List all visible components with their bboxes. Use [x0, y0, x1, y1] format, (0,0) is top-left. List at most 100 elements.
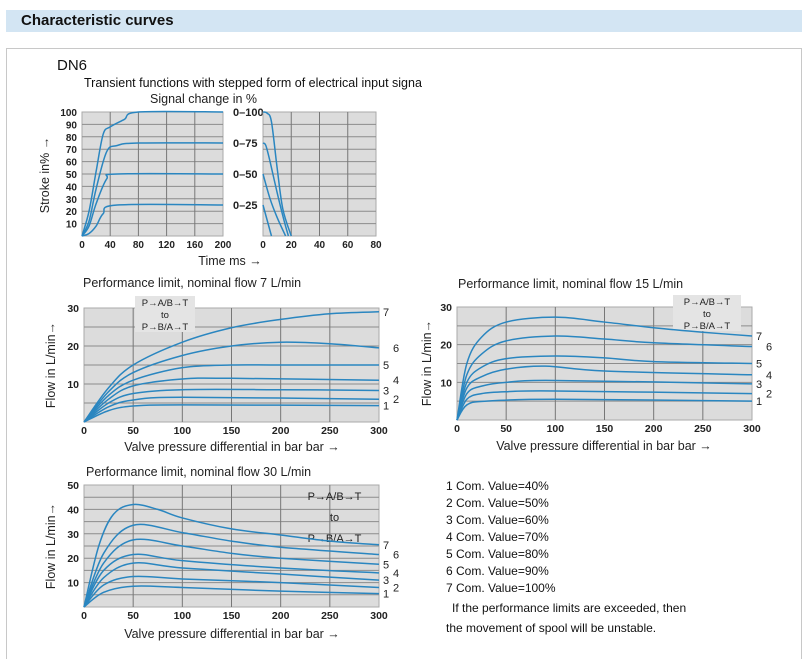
x-tick-label: 200 [215, 240, 232, 251]
series-label: 3 [756, 379, 762, 391]
series-line-1 [83, 404, 380, 423]
x-tick-label: 50 [127, 425, 139, 437]
x-tick-label: 100 [174, 425, 192, 437]
series-label: 2 [393, 394, 399, 406]
transient-subtitle: Transient functions with stepped form of… [84, 76, 422, 90]
legend-item: 4 Com. Value=70% [446, 530, 549, 544]
y-tick-label: 10 [440, 377, 452, 389]
x-tick-label: 0 [260, 240, 266, 251]
y-axis-label: Flow in L/min→ [420, 320, 434, 406]
series-label: 6 [393, 343, 399, 355]
section-header: Characteristic curves [6, 10, 802, 32]
series-line-6 [83, 341, 380, 423]
y-tick-label: 30 [440, 302, 452, 314]
legend-item: 2 Com. Value=50% [446, 496, 549, 510]
y-tick-label: 30 [66, 195, 78, 206]
series-label: 5 [383, 360, 389, 372]
series-label: 3 [383, 385, 389, 397]
x-tick-label: 150 [596, 423, 614, 435]
series-label: 2 [393, 582, 399, 594]
y-tick-label: 100 [60, 108, 77, 119]
x-tick-label: 0 [81, 610, 87, 622]
annotation-text: P→A/B→T [308, 491, 362, 503]
series-line-1 [456, 398, 753, 421]
y-axis-label: Flow in L/min→ [44, 322, 58, 408]
series-line-3 [456, 379, 753, 421]
y-tick-label: 20 [67, 341, 79, 353]
series-label: 4 [766, 370, 772, 382]
series-line-3 [83, 388, 380, 423]
legend: 1 Com. Value=40% 2 Com. Value=50% 3 Com.… [446, 478, 556, 597]
note: If the performance limits are exceeded, … [446, 598, 686, 638]
x-tick-label: 50 [127, 610, 139, 622]
y-tick-label: 40 [67, 504, 79, 516]
y-tick-label: 20 [440, 340, 452, 352]
y-tick-label: 20 [66, 207, 78, 218]
series-label: 7 [383, 307, 389, 319]
x-tick-label: 300 [370, 610, 388, 622]
x-axis-label: Time ms → [198, 254, 261, 268]
x-tick-label: 200 [272, 425, 290, 437]
x-axis-label: Valve pressure differential in bar bar → [124, 627, 340, 641]
x-tick-label: 200 [272, 610, 290, 622]
legend-item: 7 Com. Value=100% [446, 581, 556, 595]
annotation-text: to [330, 512, 339, 524]
y-tick-label: 60 [66, 158, 78, 169]
series-line-2 [83, 396, 380, 423]
series-line-6 [456, 335, 753, 421]
annotation-text: P→B/A→T [142, 322, 189, 333]
legend-item: 3 Com. Value=60% [446, 513, 549, 527]
y-tick-label: 70 [66, 145, 78, 156]
series-line-0–100 [81, 110, 224, 237]
x-tick-label: 200 [645, 423, 663, 435]
annotation-text: P→A/B→T [684, 297, 731, 308]
x-tick-label: 250 [321, 425, 339, 437]
y-tick-label: 10 [67, 578, 79, 590]
x-tick-label: 100 [547, 423, 565, 435]
model-label: DN6 [57, 57, 88, 74]
note-line: the movement of spool will be unstable. [446, 621, 657, 635]
series-line-3 [262, 204, 273, 237]
y-tick-label: 30 [67, 303, 79, 315]
x-tick-label: 250 [321, 610, 339, 622]
series-label: 1 [383, 401, 389, 413]
section-title: Characteristic curves [21, 12, 174, 29]
x-tick-label: 60 [342, 240, 354, 251]
x-axis-label: Valve pressure differential in bar bar → [124, 440, 340, 454]
series-line-2 [456, 390, 753, 421]
series-line-2 [83, 575, 380, 608]
series-label: 3 [383, 575, 389, 587]
series-label: 1 [756, 396, 762, 408]
series-line-2 [262, 173, 287, 237]
chart-title: Performance limit, nominal flow 15 L/min [458, 277, 683, 291]
x-tick-label: 0 [454, 423, 460, 435]
series-label: 5 [756, 359, 762, 371]
annotation-text: P→A/B→T [142, 298, 189, 309]
x-tick-label: 300 [370, 425, 388, 437]
x-tick-label: 150 [223, 425, 241, 437]
x-tick-label: 40 [105, 240, 117, 251]
series-line-7 [83, 503, 380, 608]
x-tick-label: 300 [743, 423, 761, 435]
y-axis-label: Flow in L/min→ [44, 503, 58, 589]
x-tick-label: 150 [223, 610, 241, 622]
series-line-5 [83, 364, 379, 423]
annotation-text: to [703, 309, 711, 320]
y-tick-label: 90 [66, 120, 78, 131]
x-tick-label: 80 [370, 240, 382, 251]
series-line-0–25 [81, 203, 224, 237]
series-label: 7 [756, 331, 762, 343]
series-line-1 [83, 585, 380, 608]
x-tick-label: 120 [158, 240, 175, 251]
chart-title: Performance limit, nominal flow 30 L/min [86, 465, 311, 479]
legend-item: 1 Com. Value=40% [446, 479, 549, 493]
y-tick-label: 80 [66, 133, 78, 144]
series-line-4 [456, 365, 753, 421]
x-tick-label: 250 [694, 423, 712, 435]
y-tick-label: 20 [67, 553, 79, 565]
chart-1: 0 20 40 60 80 [260, 111, 382, 251]
series-line-0–50 [81, 172, 224, 237]
series-label: 6 [393, 550, 399, 562]
